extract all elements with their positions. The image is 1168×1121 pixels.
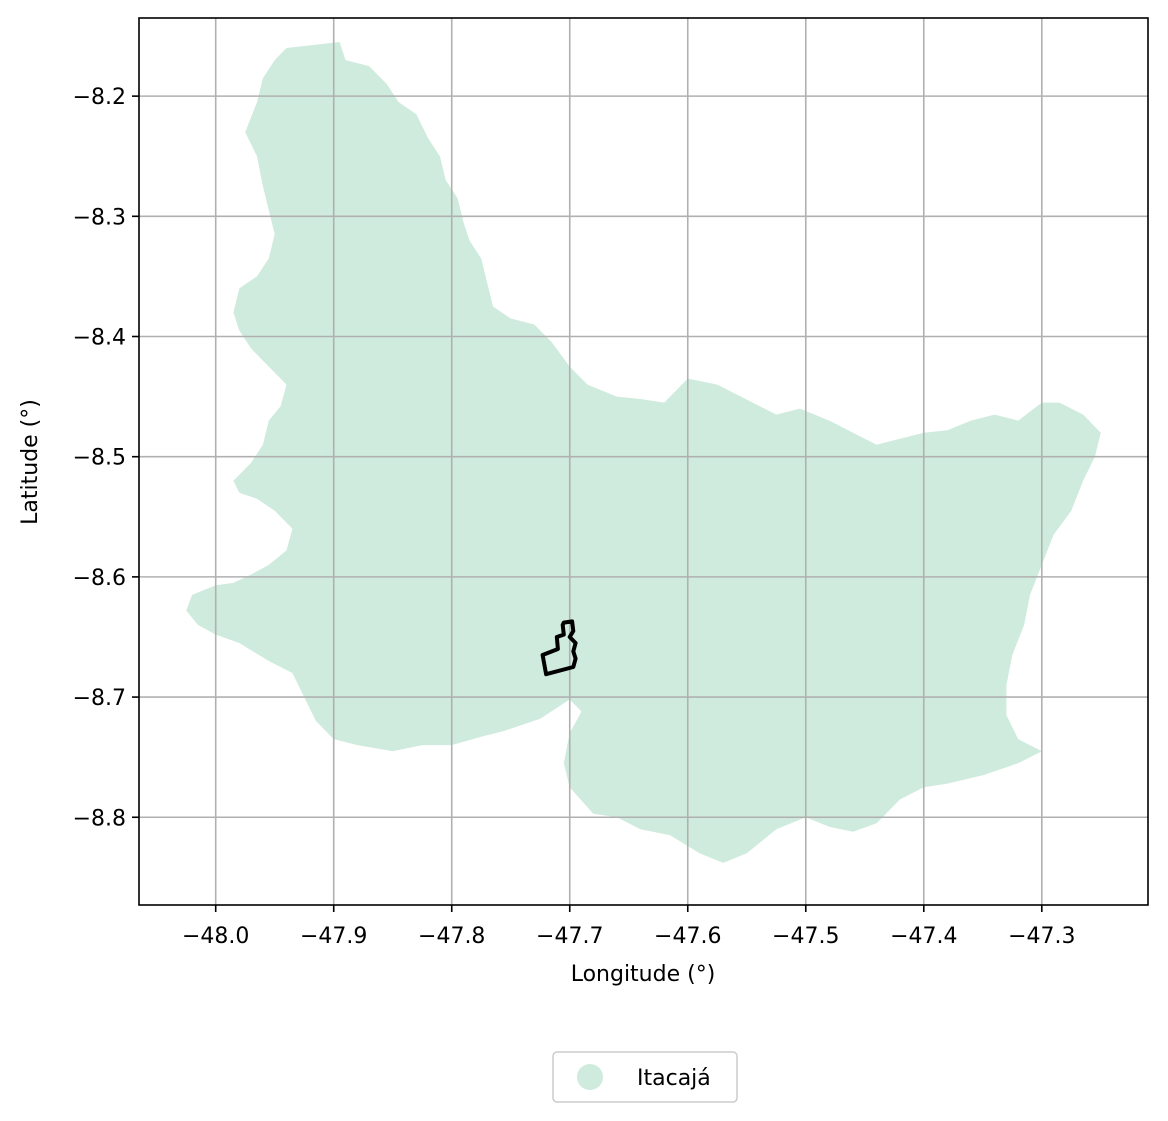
map-layers — [186, 42, 1101, 863]
y-tick-label: −8.8 — [73, 806, 126, 831]
legend-label-itacaja: Itacajá — [637, 1066, 711, 1091]
y-tick-label: −8.3 — [73, 205, 126, 230]
x-tick-label: −47.7 — [536, 924, 603, 949]
x-tick-label: −47.3 — [1008, 924, 1075, 949]
x-axis-title: Longitude (°) — [571, 962, 716, 987]
legend: Itacajá — [552, 1051, 738, 1103]
x-axis-ticks: −48.0 −47.9 −47.8 −47.7 −47.6 −47.5 −47.4 −47.3 — [182, 905, 1076, 949]
x-tick-label: −48.0 — [182, 924, 249, 949]
x-tick-label: −47.5 — [772, 924, 839, 949]
y-tick-label: −8.2 — [73, 85, 126, 110]
legend-frame — [552, 1051, 738, 1103]
gridlines — [139, 18, 1148, 905]
plot-frame — [138, 17, 1149, 906]
region-outline-1 — [540, 619, 578, 677]
x-tick-label: −47.6 — [654, 924, 721, 949]
legend-marker-itacaja — [577, 1064, 603, 1090]
y-axis-ticks: −8.2 −8.3 −8.4 −8.5 −8.6 −8.7 −8.8 — [73, 85, 139, 831]
outline-layers — [540, 619, 578, 677]
y-tick-label: −8.4 — [73, 326, 126, 351]
region-itacaja — [186, 42, 1101, 863]
x-tick-label: −47.4 — [890, 924, 957, 949]
y-tick-label: −8.6 — [73, 566, 126, 591]
y-axis-title: Latitude (°) — [18, 399, 43, 525]
y-tick-label: −8.7 — [73, 686, 126, 711]
x-tick-label: −47.9 — [300, 924, 367, 949]
x-tick-label: −47.8 — [418, 924, 485, 949]
y-tick-label: −8.5 — [73, 446, 126, 471]
